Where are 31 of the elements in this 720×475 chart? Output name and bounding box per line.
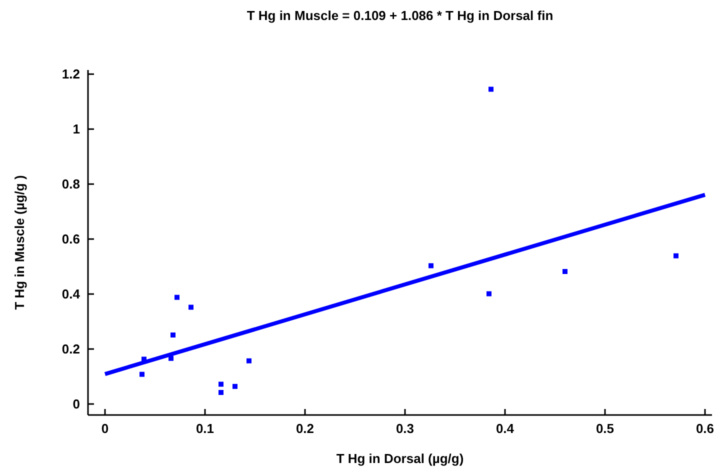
point [218, 382, 224, 387]
x-tick-label: 0.1 [196, 421, 214, 436]
point [218, 390, 224, 395]
point [562, 269, 568, 274]
y-tick-label: 0.6 [62, 232, 80, 247]
y-tick-label: 1 [72, 122, 80, 137]
point [140, 372, 144, 377]
x-tick-label: 0.2 [296, 421, 314, 436]
point [188, 304, 194, 310]
chart-title: T Hg in Muscle = 0.109 + 1.086 * T Hg in Dorsal fin [246, 8, 554, 23]
y-axis-title: T Hg in Muscle (µg/g ) [12, 175, 27, 310]
point [168, 356, 174, 361]
y-tick-label: 0.4 [62, 286, 81, 302]
x-tick-label: 0.5 [596, 421, 614, 436]
point [246, 358, 252, 364]
x-tick-label: 0 [101, 421, 109, 436]
point [428, 263, 434, 268]
y-tick-label: 0.8 [62, 176, 80, 192]
point [232, 384, 238, 389]
point [488, 86, 494, 92]
x-tick-label: 0.4 [496, 421, 515, 436]
y-tick-label: 1.2 [62, 66, 80, 82]
point [674, 253, 678, 258]
point [174, 294, 180, 300]
x-tick-label: 0.6 [696, 421, 714, 436]
point [170, 332, 176, 338]
x-tick-label: 0.3 [396, 421, 414, 436]
x-axis-title: T Hg in Dorsal (µg/g) [336, 451, 464, 466]
y-tick-label: 0.2 [62, 342, 80, 357]
point [486, 291, 492, 296]
y-tick-label: 0 [72, 396, 80, 412]
